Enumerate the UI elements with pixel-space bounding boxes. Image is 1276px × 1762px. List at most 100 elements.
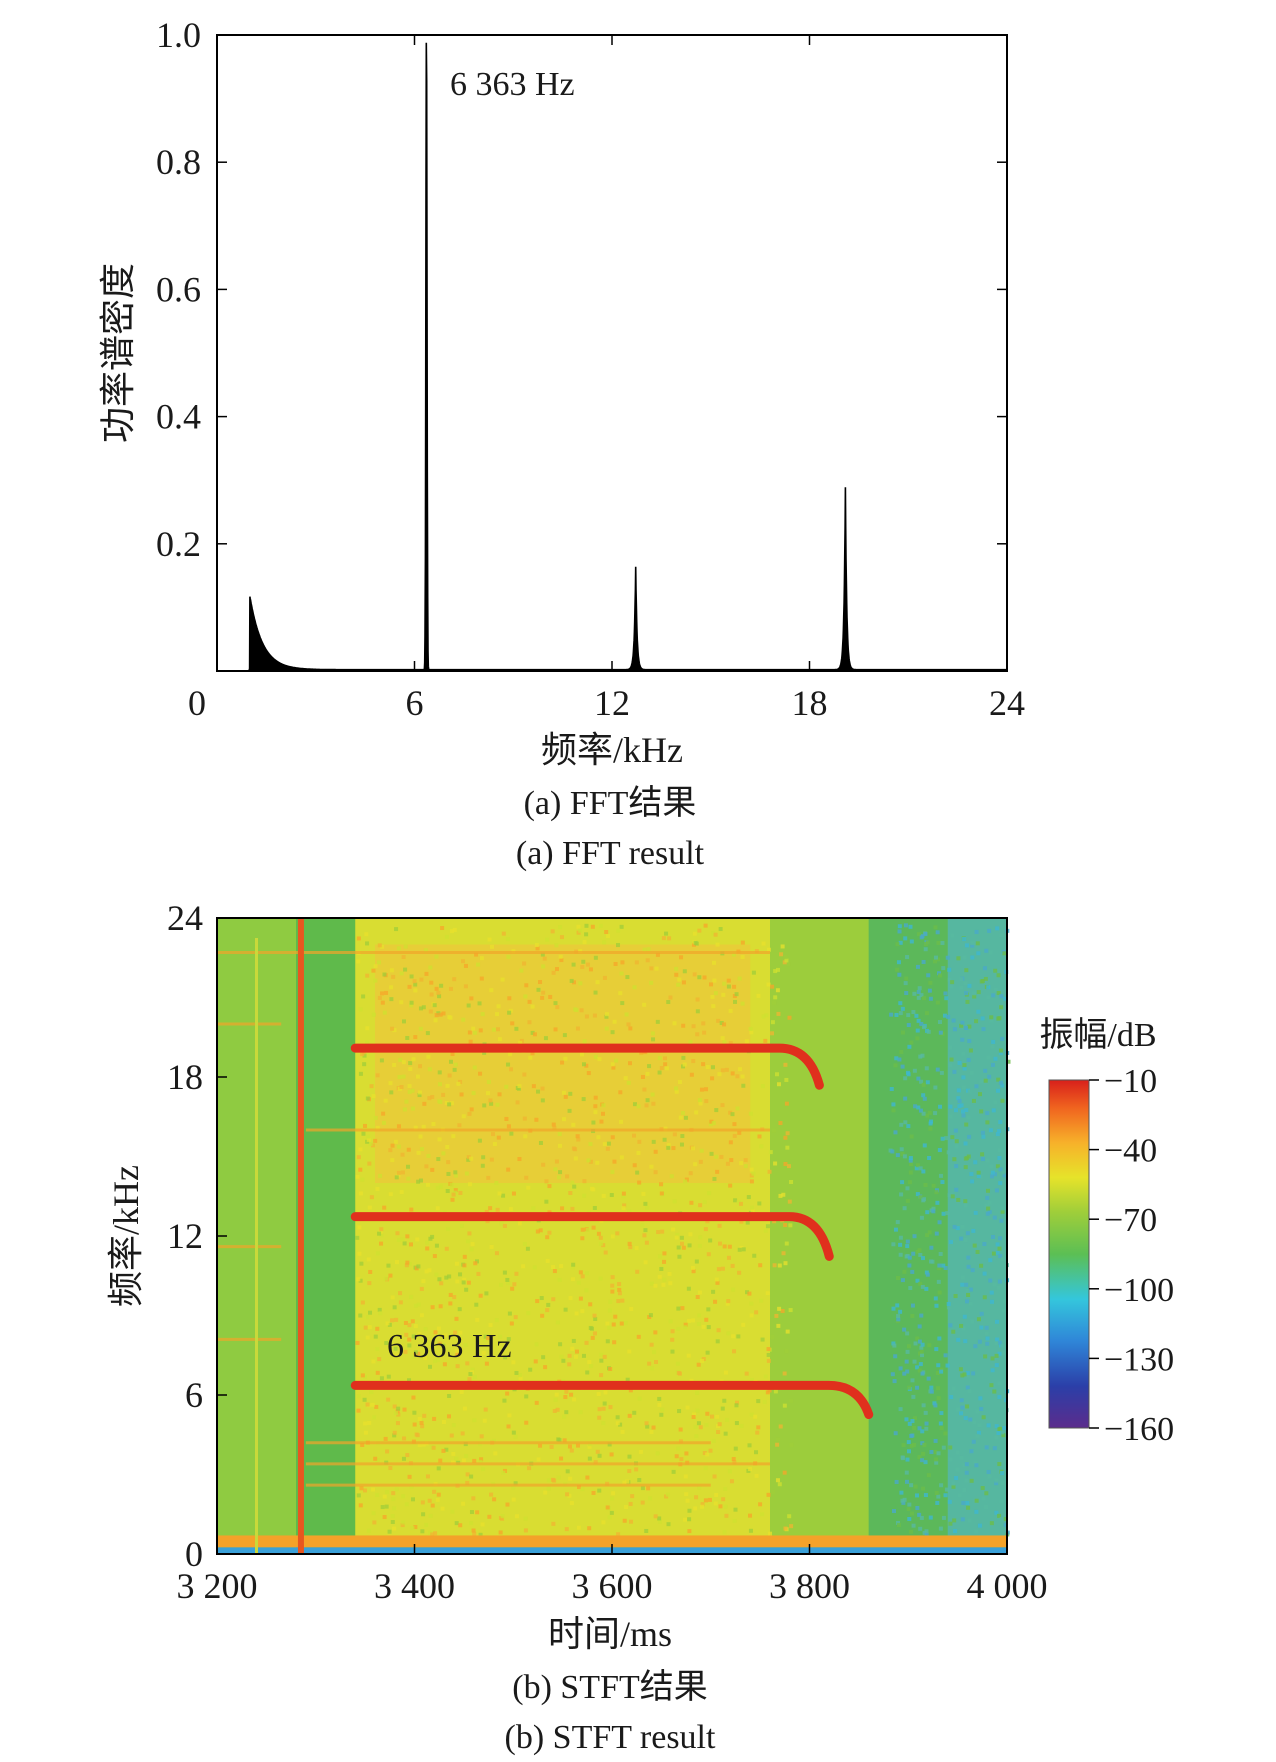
stft-noise-pixel (941, 1211, 946, 1216)
stft-noise-pixel (454, 1349, 459, 1354)
stft-noise-pixel (374, 1404, 379, 1409)
stft-noise-pixel (957, 1060, 962, 1065)
stft-noise-pixel (498, 1530, 503, 1535)
stft-noise-pixel (935, 1371, 940, 1376)
stft-noise-pixel (417, 1443, 422, 1448)
stft-noise-pixel (681, 1245, 686, 1250)
stft-noise-pixel (676, 1370, 681, 1375)
stft-noise-pixel (970, 1268, 975, 1273)
stft-noise-pixel (683, 1115, 688, 1120)
stft-noise-pixel (905, 1349, 910, 1354)
stft-noise-pixel (786, 1164, 791, 1169)
stft-noise-pixel (929, 1385, 934, 1390)
stft-noise-pixel (720, 1406, 725, 1411)
stft-noise-pixel (955, 1467, 960, 1472)
stft-noise-pixel (696, 1362, 701, 1367)
stft-noise-pixel (526, 1311, 531, 1316)
stft-noise-pixel (524, 983, 529, 988)
stft-noise-pixel (390, 1520, 395, 1525)
stft-noise-pixel (928, 996, 933, 1001)
stft-noise-pixel (950, 1194, 955, 1199)
stft-noise-pixel (906, 1013, 911, 1018)
stft-noise-pixel (898, 1407, 903, 1412)
stft-noise-pixel (700, 1502, 705, 1507)
stft-noise-pixel (394, 1353, 399, 1358)
stft-noise-pixel (461, 1501, 466, 1506)
stft-noise-pixel (598, 1235, 603, 1240)
stft-noise-pixel (919, 1021, 924, 1026)
stft-noise-pixel (921, 1451, 926, 1456)
stft-noise-pixel (365, 941, 370, 946)
stft-noise-pixel (980, 1152, 985, 1157)
stft-noise-pixel (934, 1491, 939, 1496)
stft-noise-pixel (388, 1081, 393, 1086)
stft-noise-pixel (367, 1281, 372, 1286)
stft-noise-pixel (444, 1447, 449, 1452)
stft-noise-pixel (553, 1027, 558, 1032)
stft-noise-pixel (621, 1206, 626, 1211)
stft-noise-pixel (967, 1134, 972, 1139)
stft-noise-pixel (758, 1263, 763, 1268)
stft-noise-pixel (480, 1163, 485, 1168)
stft-noise-pixel (737, 1130, 742, 1135)
stft-noise-pixel (411, 1057, 416, 1062)
stft-noise-pixel (532, 1032, 537, 1037)
stft-noise-pixel (955, 1226, 960, 1231)
stft-noise-pixel (702, 1030, 707, 1035)
stft-noise-pixel (695, 1390, 700, 1395)
stft-noise-pixel (367, 1325, 372, 1330)
stft-noise-pixel (749, 1301, 754, 1306)
stft-noise-pixel (1003, 1517, 1008, 1522)
stft-noise-pixel (391, 1497, 396, 1502)
stft-noise-pixel (903, 1096, 908, 1101)
stft-noise-pixel (649, 1281, 654, 1286)
stft-noise-pixel (623, 1076, 628, 1081)
stft-noise-pixel (357, 1251, 362, 1256)
stft-noise-pixel (459, 1092, 464, 1097)
stft-noise-pixel (419, 1147, 424, 1152)
stft-noise-pixel (903, 923, 908, 928)
stft-tail-zone (868, 918, 948, 1539)
stft-noise-pixel (891, 1102, 896, 1107)
stft-noise-pixel (705, 1411, 710, 1416)
stft-noise-pixel (967, 1039, 972, 1044)
stft-noise-pixel (966, 1115, 971, 1120)
stft-noise-pixel (615, 1421, 620, 1426)
stft-noise-pixel (956, 956, 961, 961)
stft-noise-pixel (895, 1153, 900, 1158)
stft-noise-pixel (896, 1317, 901, 1322)
stft-noise-pixel (659, 1412, 664, 1417)
stft-noise-pixel (651, 1425, 656, 1430)
stft-noise-pixel (551, 1297, 556, 1302)
stft-noise-pixel (486, 1175, 491, 1180)
stft-noise-pixel (921, 959, 926, 964)
stft-noise-pixel (787, 1015, 792, 1020)
stft-noise-pixel (377, 943, 382, 948)
stft-noise-pixel (408, 1242, 413, 1247)
stft-noise-pixel (574, 1349, 579, 1354)
stft-noise-pixel (388, 1148, 393, 1153)
stft-noise-pixel (1000, 1257, 1005, 1262)
stft-noise-pixel (536, 987, 541, 992)
stft-noise-pixel (912, 1234, 917, 1239)
stft-noise-pixel (511, 1485, 516, 1490)
stft-noise-pixel (472, 1458, 477, 1463)
stft-noise-pixel (542, 956, 547, 961)
stft-noise-pixel (680, 1306, 685, 1311)
stft-noise-pixel (923, 1493, 928, 1498)
stft-noise-pixel (396, 1124, 401, 1129)
stft-noise-pixel (788, 1308, 793, 1313)
stft-noise-pixel (936, 940, 941, 945)
stft-noise-pixel (685, 1405, 690, 1410)
stft-noise-pixel (531, 1084, 536, 1089)
stft-noise-pixel (413, 1350, 418, 1355)
stft-noise-pixel (402, 1407, 407, 1412)
stft-noise-pixel (998, 1048, 1003, 1053)
stft-noise-pixel (965, 1299, 970, 1304)
stft-noise-pixel (620, 960, 625, 965)
stft-noise-pixel (942, 1013, 947, 1018)
stft-noise-pixel (632, 985, 637, 990)
stft-noise-pixel (534, 1400, 539, 1405)
stft-noise-pixel (671, 1469, 676, 1474)
stft-noise-pixel (563, 1056, 568, 1061)
